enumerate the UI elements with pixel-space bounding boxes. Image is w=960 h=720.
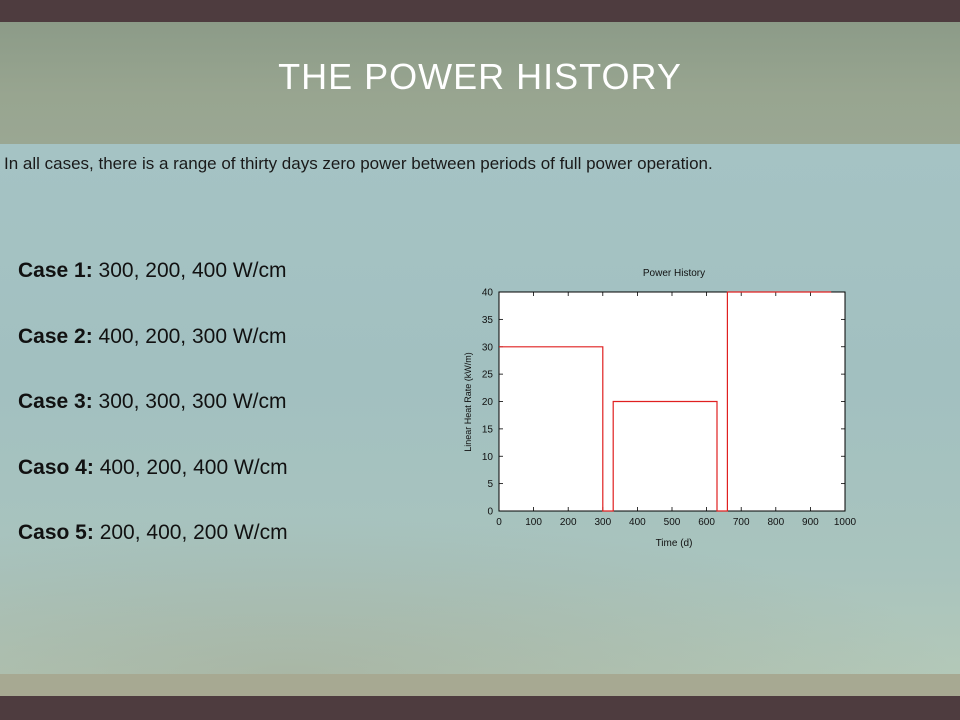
x-tick-label: 300 [594, 517, 611, 528]
case-list: Case 1: 300, 200, 400 W/cm Case 2: 400, … [18, 256, 398, 584]
case-item: Caso 4: 400, 200, 400 W/cm [18, 453, 398, 519]
case-values: 300, 300, 300 W/cm [92, 390, 287, 413]
x-tick-label: 1000 [834, 517, 857, 528]
case-label: Caso 5: [18, 521, 94, 544]
x-axis-label: Time (d) [656, 538, 693, 549]
y-tick-label: 20 [482, 397, 494, 408]
x-tick-label: 900 [802, 517, 819, 528]
top-frame-bar [0, 0, 960, 22]
series-line [499, 291, 832, 512]
x-tick-label: 0 [496, 517, 502, 528]
x-tick-label: 700 [733, 517, 750, 528]
x-tick-label: 100 [525, 517, 542, 528]
case-values: 400, 200, 400 W/cm [93, 455, 288, 479]
case-values: 200, 400, 200 W/cm [93, 521, 288, 544]
x-tick-label: 500 [664, 517, 681, 528]
y-tick-label: 10 [482, 452, 494, 463]
x-tick-label: 800 [767, 517, 784, 528]
title-band [0, 22, 960, 144]
case-label: Case 3: [18, 390, 93, 413]
case-item: Case 1: 300, 200, 400 W/cm [18, 256, 398, 322]
bottom-band [0, 674, 960, 696]
case-label: Case 1: [18, 259, 93, 282]
chart-title: Power History [643, 268, 705, 279]
y-tick-label: 30 [482, 342, 494, 353]
axis-ticks: 0 100 200 300 400 500 600 700 800 900 1000 0 5 10 15 20… [482, 288, 857, 529]
case-values: 400, 200, 300 W/cm [92, 324, 287, 348]
case-label: Caso 4: [18, 455, 94, 479]
x-tick-label: 400 [629, 517, 646, 528]
y-tick-label: 40 [482, 288, 494, 299]
y-tick-label: 5 [487, 479, 493, 490]
case-item: Case 3: 300, 300, 300 W/cm [18, 387, 398, 453]
y-tick-label: 25 [482, 370, 494, 381]
y-tick-label: 35 [482, 315, 494, 326]
y-axis-label: Linear Heat Rate (kW/m) [463, 352, 473, 452]
y-tick-label: 0 [487, 507, 493, 518]
case-values: 300, 200, 400 W/cm [92, 259, 287, 282]
power-history-chart: Power History 0 100 200 300 400 500 600 700 800 9… [445, 258, 865, 558]
case-label: Case 2: [18, 324, 93, 348]
bottom-frame-bar [0, 696, 960, 720]
chart-svg: Power History 0 100 200 300 400 500 600 700 800 9… [463, 268, 857, 549]
case-item: Case 2: 400, 200, 300 W/cm [18, 322, 398, 388]
y-tick-label: 15 [482, 424, 494, 435]
case-item: Caso 5: 200, 400, 200 W/cm [18, 518, 398, 584]
series-layer [499, 291, 832, 512]
x-tick-label: 200 [560, 517, 577, 528]
intro-text: In all cases, there is a range of thirty… [4, 154, 713, 173]
slide-title: THE POWER HISTORY [278, 56, 682, 97]
x-tick-label: 600 [698, 517, 715, 528]
